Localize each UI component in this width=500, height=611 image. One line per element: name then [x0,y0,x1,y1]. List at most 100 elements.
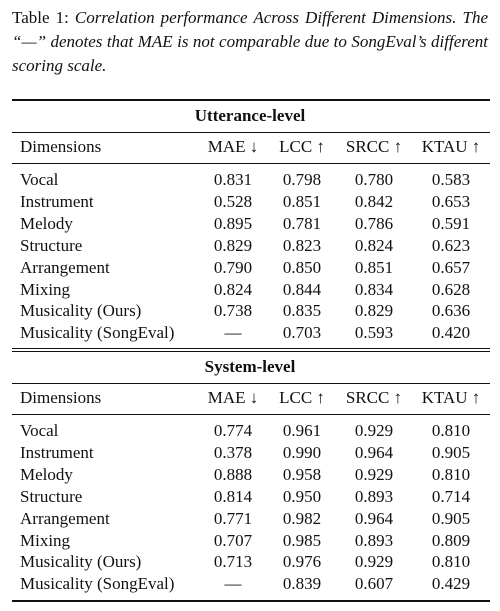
column-header: LCC ↑ [279,137,325,156]
cell: 0.905 [431,508,471,528]
cell: 0.929 [354,464,394,484]
rule [12,99,490,101]
column-header: Dimensions [20,388,102,407]
row-label: Structure [20,486,83,506]
cell: 0.653 [431,191,471,211]
cell: 0.798 [282,170,322,189]
cell: 0.420 [431,323,471,343]
row-label: Instrument [20,191,94,211]
cell: 0.623 [431,235,471,255]
row-label: Melody [20,213,73,233]
rule [12,600,490,602]
cell: 0.593 [354,323,394,343]
row-label: Structure [20,235,83,255]
cell: 0.786 [354,213,394,233]
cell: 0.810 [431,552,471,572]
column-header: SRCC ↑ [345,137,403,156]
cell: 0.591 [431,213,471,233]
cell: 0.893 [354,530,394,550]
cell: 0.810 [431,464,471,484]
column-header: KTAU ↑ [421,137,481,156]
cell: 0.976 [282,552,322,572]
cell: 0.781 [282,213,322,233]
cell: 0.893 [354,486,394,506]
cell: 0.851 [282,191,322,211]
cell: 0.790 [213,257,253,277]
cell: 0.835 [282,301,322,321]
row-label: Melody [20,464,73,484]
cell: 0.714 [431,486,471,506]
rule [12,163,490,164]
cell: 0.895 [213,213,253,233]
section-title: Utterance-level [194,106,306,125]
row-label: Vocal [20,170,59,189]
column-header: MAE ↓ [207,137,259,156]
cell: 0.809 [431,530,471,550]
cell: 0.814 [213,486,253,506]
rule [12,350,490,352]
cell: 0.707 [213,530,253,550]
cell: 0.982 [282,508,322,528]
cell: 0.831 [213,170,253,189]
row-label: Mixing [20,279,71,299]
cell: 0.657 [431,257,471,277]
rule [12,383,490,384]
cell: 0.958 [282,464,322,484]
cell: 0.929 [354,552,394,572]
cell: 0.961 [282,421,322,440]
column-header: LCC ↑ [279,388,325,407]
cell: 0.528 [213,191,253,211]
cell: 0.839 [282,574,322,594]
cell: 0.771 [213,508,253,528]
cell: 0.823 [282,235,322,255]
cell: 0.583 [431,170,471,189]
cell: 0.905 [431,442,471,462]
column-header: SRCC ↑ [345,388,403,407]
rule [12,132,490,133]
cell: 0.824 [354,235,394,255]
cell: 0.842 [354,191,394,211]
cell: 0.774 [213,421,253,440]
cell: 0.829 [354,301,394,321]
cell: 0.950 [282,486,322,506]
cell: 0.990 [282,442,322,462]
cell: 0.851 [354,257,394,277]
cell: 0.378 [213,442,253,462]
row-label: Musicality (Ours) [20,301,142,321]
column-header: MAE ↓ [207,388,259,407]
row-label: Arrangement [20,508,110,528]
row-label: Arrangement [20,257,110,277]
cell: 0.985 [282,530,322,550]
cell: 0.850 [282,257,322,277]
rule [12,414,490,415]
cell: 0.834 [354,279,394,299]
cell: 0.888 [213,464,253,484]
row-label: Vocal [20,421,59,440]
cell: 0.964 [354,508,394,528]
cell: 0.628 [431,279,471,299]
cell: 0.964 [354,442,394,462]
row-label: Mixing [20,530,71,550]
cell: 0.780 [354,170,394,189]
row-label: Instrument [20,442,94,462]
cell: 0.829 [213,235,253,255]
cell: 0.738 [213,301,253,321]
cell: 0.713 [213,552,253,572]
cell: 0.636 [431,301,471,321]
cell: — [224,574,242,594]
column-header: KTAU ↑ [421,388,481,407]
cell: 0.429 [431,574,471,594]
caption-label: Table 1: [12,8,69,27]
row-label: Musicality (SongEval) [20,574,175,594]
cell: 0.703 [282,323,322,343]
cell: 0.929 [354,421,394,440]
caption: Table 1: Correlation performance Across … [12,6,488,78]
cell: 0.810 [431,421,471,440]
column-header: Dimensions [20,137,102,156]
caption-text: Correlation performance Across Different… [12,8,489,75]
cell: 0.844 [282,279,322,299]
cell: — [224,323,242,343]
cell: 0.824 [213,279,253,299]
row-label: Musicality (Ours) [20,552,142,572]
